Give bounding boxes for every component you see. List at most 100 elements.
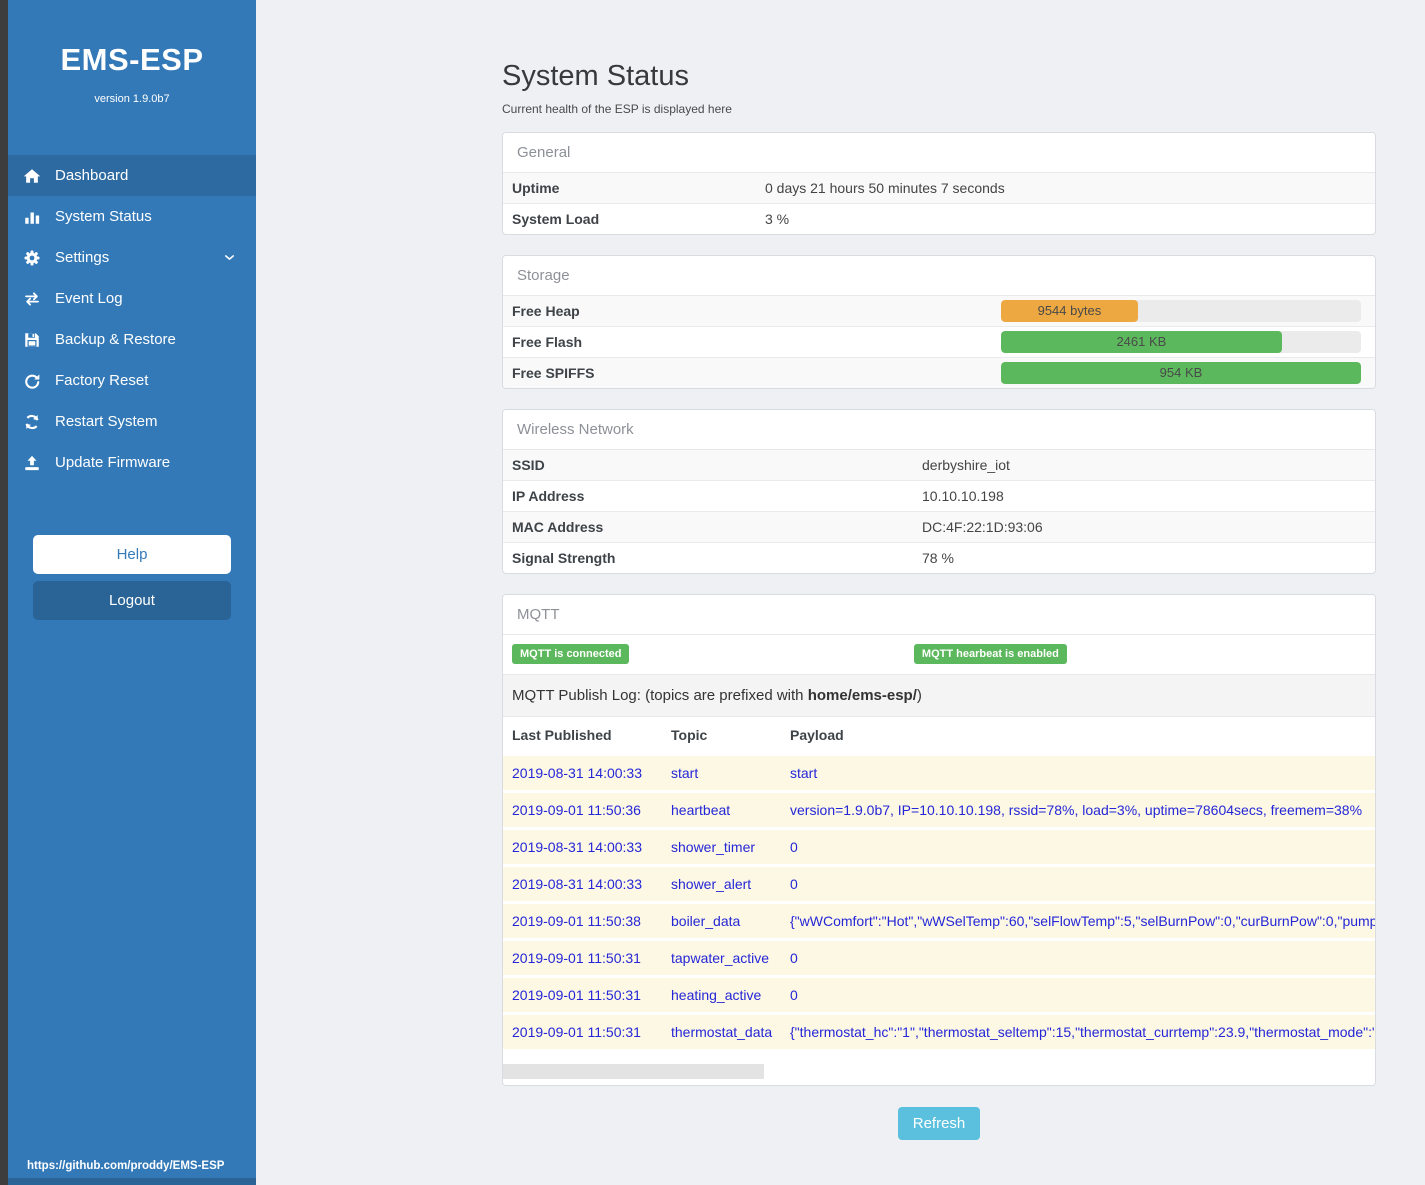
- sidebar-item-system-status[interactable]: System Status: [8, 196, 256, 237]
- log-timestamp: 2019-09-01 11:50:38: [503, 901, 662, 938]
- general-panel: General Uptime 0 days 21 hours 50 minute…: [502, 132, 1376, 235]
- uptime-label: Uptime: [512, 180, 560, 196]
- log-timestamp: 2019-08-31 14:00:33: [503, 864, 662, 901]
- log-payload: 0: [781, 938, 1375, 975]
- log-topic: shower_alert: [662, 864, 781, 901]
- log-row: 2019-08-31 14:00:33 shower_timer 0: [503, 827, 1375, 864]
- app-title: EMS-ESP: [60, 42, 204, 77]
- storage-panel-header: Storage: [503, 256, 1375, 296]
- table-row: Uptime 0 days 21 hours 50 minutes 7 seco…: [503, 173, 1375, 204]
- table-row: IP Address 10.10.10.198: [503, 480, 1375, 512]
- log-payload: {"thermostat_hc":"1","thermostat_seltemp…: [781, 1012, 1375, 1049]
- gear-icon: [23, 249, 41, 267]
- system-load-label: System Load: [503, 203, 756, 234]
- sidebar-item-update-firmware[interactable]: Update Firmware: [8, 442, 256, 483]
- sidebar-item-dashboard[interactable]: Dashboard: [8, 155, 256, 196]
- log-payload: 0: [781, 864, 1375, 901]
- mac-address-value: DC:4F:22:1D:93:06: [913, 511, 1375, 543]
- sidebar-item-label: Restart System: [55, 413, 158, 430]
- sidebar-item-label: Update Firmware: [55, 454, 171, 471]
- table-row: Free Flash 2461 KB: [503, 326, 1375, 358]
- log-row: 2019-09-01 11:50:31 heating_active 0: [503, 975, 1375, 1012]
- log-payload: 0: [781, 975, 1375, 1012]
- storage-panel: Storage Free Heap 9544 bytes Free Flash …: [502, 255, 1376, 389]
- log-topic: start: [662, 753, 781, 790]
- undo-icon: [23, 372, 41, 390]
- table-row: System Load 3 %: [503, 203, 1375, 234]
- mqtt-publish-log-title: MQTT Publish Log: (topics are prefixed w…: [503, 674, 1375, 717]
- free-spiffs-label: Free SPIFFS: [503, 357, 1001, 388]
- help-button[interactable]: Help: [33, 535, 231, 574]
- log-row: 2019-09-01 11:50:38 boiler_data {"wWComfor…: [503, 901, 1375, 938]
- sidebar-item-event-log[interactable]: Event Log: [8, 278, 256, 319]
- github-link[interactable]: https://github.com/proddy/EMS-ESP: [27, 1160, 225, 1172]
- swap-arrows-icon: [23, 290, 41, 308]
- app-version: version 1.9.0b7: [94, 93, 170, 105]
- log-timestamp: 2019-09-01 11:50:31: [503, 975, 662, 1012]
- sidebar-item-label: Backup & Restore: [55, 331, 176, 348]
- page-subtitle: Current health of the ESP is displayed h…: [502, 102, 732, 116]
- refresh-button[interactable]: Refresh: [897, 1107, 981, 1140]
- log-timestamp: 2019-08-31 14:00:33: [503, 827, 662, 864]
- sidebar-item-factory-reset[interactable]: Factory Reset: [8, 360, 256, 401]
- wireless-panel-header: Wireless Network: [503, 410, 1375, 450]
- log-topic: heartbeat: [662, 790, 781, 827]
- refresh-icon: [23, 413, 41, 431]
- table-row: Free Heap 9544 bytes: [503, 296, 1375, 327]
- log-payload: 0: [781, 827, 1375, 864]
- free-heap-progress-bar: 9544 bytes: [1001, 300, 1138, 322]
- topic-header: Topic: [662, 717, 781, 753]
- signal-strength-label: Signal Strength: [503, 542, 913, 573]
- sidebar-item-restart-system[interactable]: Restart System: [8, 401, 256, 442]
- ssid-label: SSID: [512, 457, 545, 473]
- log-row: 2019-08-31 14:00:33 shower_alert 0: [503, 864, 1375, 901]
- free-flash-progress-bar: 2461 KB: [1001, 331, 1282, 353]
- floppy-icon: [23, 331, 41, 349]
- wireless-panel: Wireless Network SSID derbyshire_iot IP …: [502, 409, 1376, 574]
- scrollbar-thumb[interactable]: [503, 1064, 764, 1079]
- horizontal-scrollbar: [503, 1049, 1375, 1085]
- sidebar-item-backup-restore[interactable]: Backup & Restore: [8, 319, 256, 360]
- mqtt-connected-badge: MQTT is connected: [512, 644, 630, 664]
- table-row: Signal Strength 78 %: [503, 542, 1375, 573]
- sidebar-item-settings[interactable]: Settings: [8, 237, 256, 278]
- sidebar-item-label: System Status: [55, 208, 152, 225]
- home-icon: [23, 167, 41, 185]
- log-timestamp: 2019-09-01 11:50:31: [503, 938, 662, 975]
- mqtt-log-body: 2019-08-31 14:00:33 start start 2019-09-01 …: [503, 753, 1375, 1049]
- last-published-header: Last Published: [503, 717, 662, 753]
- uptime-value: 0 days 21 hours 50 minutes 7 seconds: [765, 180, 1005, 196]
- table-row: MAC Address DC:4F:22:1D:93:06: [503, 511, 1375, 543]
- log-topic: heating_active: [662, 975, 781, 1012]
- free-heap-label: Free Heap: [512, 303, 580, 319]
- ip-address-value: 10.10.10.198: [913, 480, 1375, 512]
- signal-strength-value: 78 %: [913, 542, 1375, 573]
- mqtt-heartbeat-badge: MQTT hearbeat is enabled: [913, 644, 1067, 664]
- sidebar-item-label: Event Log: [55, 290, 123, 307]
- log-header-row: Last Published Topic Payload: [503, 717, 1375, 753]
- sidebar-item-label: Factory Reset: [55, 372, 149, 389]
- sidebar-item-label: Dashboard: [55, 167, 129, 184]
- log-row: 2019-09-01 11:50:31 tapwater_active 0: [503, 938, 1375, 975]
- log-payload: version=1.9.0b7, IP=10.10.10.198, rssid=…: [781, 790, 1375, 827]
- ip-address-label: IP Address: [503, 480, 913, 512]
- upload-icon: [23, 454, 41, 472]
- free-flash-progress: 2461 KB: [1001, 331, 1361, 353]
- table-row: SSID derbyshire_iot: [503, 450, 1375, 481]
- sidebar: EMS-ESP version 1.9.0b7 Dashboard System…: [8, 0, 256, 1185]
- payload-header: Payload: [781, 717, 1375, 753]
- mqtt-panel: MQTT MQTT is connected MQTT hearbeat is …: [502, 594, 1376, 1086]
- log-payload: {"wWComfort":"Hot","wWSelTemp":60,"selFl…: [781, 901, 1375, 938]
- log-row: 2019-09-01 11:50:36 heartbeat version=1.9.…: [503, 790, 1375, 827]
- log-timestamp: 2019-09-01 11:50:36: [503, 790, 662, 827]
- logout-button[interactable]: Logout: [33, 581, 231, 620]
- free-spiffs-progress: 954 KB: [1001, 362, 1361, 384]
- mqtt-log-table: Last Published Topic Payload 2019-08-31 …: [503, 717, 1375, 1049]
- log-row: 2019-08-31 14:00:33 start start: [503, 753, 1375, 790]
- sidebar-nav: Dashboard System Status Settings Event L…: [8, 155, 256, 483]
- chevron-down-icon: [223, 251, 236, 264]
- log-timestamp: 2019-09-01 11:50:31: [503, 1012, 662, 1049]
- sidebar-item-label: Settings: [55, 249, 110, 266]
- general-panel-header: General: [503, 133, 1375, 173]
- mac-address-label: MAC Address: [503, 511, 913, 543]
